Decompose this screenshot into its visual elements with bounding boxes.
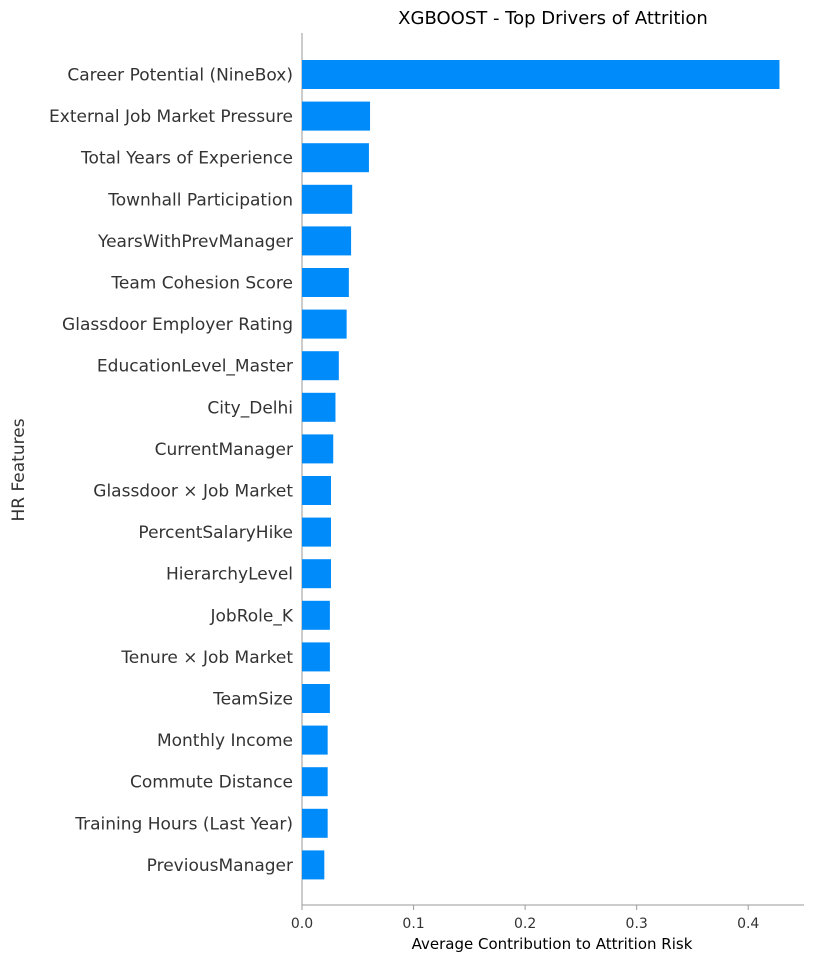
category-label: EducationLevel_Master	[97, 357, 293, 377]
x-tick-label: 0.4	[737, 916, 759, 932]
x-tick-label: 0.1	[402, 916, 424, 932]
category-label: YearsWithPrevManager	[97, 232, 293, 252]
category-label: Commute Distance	[130, 773, 293, 793]
category-label: Career Potential (NineBox)	[67, 66, 293, 86]
category-label: External Job Market Pressure	[49, 107, 293, 127]
bar-13	[302, 600, 330, 630]
bar-9	[302, 434, 334, 464]
x-ticks: 0.0 0.1 0.2 0.3 0.4	[291, 905, 759, 932]
category-label: Total Years of Experience	[80, 149, 293, 169]
bar-7	[302, 351, 339, 381]
bar-0	[302, 60, 780, 89]
x-tick-label: 0.2	[514, 916, 536, 932]
bar-1	[302, 101, 371, 131]
bars	[302, 60, 780, 880]
bar-19	[302, 850, 325, 880]
category-label: City_Delhi	[207, 398, 293, 418]
category-label: Monthly Income	[157, 731, 293, 751]
category-label: Tenure × Job Market	[120, 648, 293, 668]
category-label: Glassdoor × Job Market	[93, 482, 293, 502]
category-label: CurrentManager	[155, 440, 293, 460]
x-axis-title: Average Contribution to Attrition Risk	[412, 935, 693, 953]
bar-17	[302, 767, 328, 797]
category-label: Townhall Participation	[107, 190, 293, 210]
category-labels: Career Potential (NineBox) External Job M…	[49, 66, 294, 876]
bar-12	[302, 559, 332, 589]
bar-3	[302, 184, 353, 214]
category-label: PercentSalaryHike	[138, 523, 293, 543]
bar-18	[302, 808, 328, 838]
bar-8	[302, 392, 336, 422]
category-label: Training Hours (Last Year)	[74, 814, 293, 834]
category-label: JobRole_K	[210, 606, 294, 626]
bar-16	[302, 725, 328, 755]
category-label: HierarchyLevel	[166, 565, 293, 585]
bar-14	[302, 642, 330, 672]
category-label: PreviousManager	[147, 856, 293, 876]
bar-10	[302, 476, 332, 505]
category-label: Team Cohesion Score	[110, 274, 293, 294]
bar-4	[302, 226, 352, 256]
bar-6	[302, 309, 347, 339]
bar-15	[302, 684, 330, 713]
x-tick-label: 0.3	[626, 916, 648, 932]
bar-2	[302, 143, 369, 173]
x-tick-label: 0.0	[291, 916, 313, 932]
category-label: TeamSize	[212, 690, 293, 710]
category-label: Glassdoor Employer Rating	[62, 315, 293, 335]
bar-11	[302, 517, 332, 547]
bar-5	[302, 268, 349, 297]
chart-title: XGBOOST - Top Drivers of Attrition	[398, 8, 708, 29]
y-axis-title: HR Features	[9, 418, 29, 521]
